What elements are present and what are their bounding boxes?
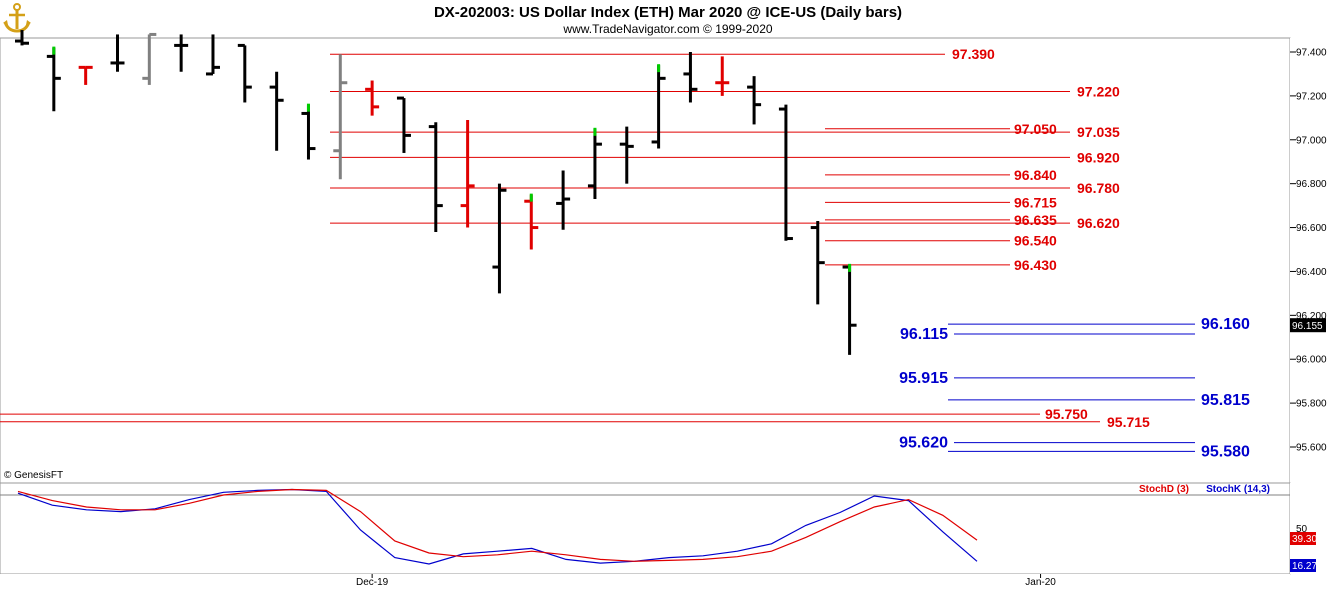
stochastic-lines xyxy=(17,488,978,565)
level-label: 96.920 xyxy=(1077,149,1120,165)
price-axis-ticks: 97.400 97.200 97.000 96.800 96.600 96.400 96.2… xyxy=(1290,48,1327,454)
ohlc-bar xyxy=(587,127,602,200)
title-bar xyxy=(0,0,1336,38)
level-label: 95.580 xyxy=(1201,443,1250,460)
ohlc-bar xyxy=(778,104,793,241)
time-axis[interactable] xyxy=(0,574,1290,591)
level-label: 95.715 xyxy=(1107,414,1150,430)
level-label: 97.035 xyxy=(1077,124,1120,140)
level-label: 95.620 xyxy=(899,435,948,452)
level-label: 97.050 xyxy=(1014,121,1057,137)
ohlc-bar xyxy=(619,126,634,184)
price-tick-label: 95.800 xyxy=(1296,399,1327,410)
chart-title: DX-202003: US Dollar Index (ETH) Mar 202… xyxy=(434,4,902,21)
price-tick-label: 96.800 xyxy=(1296,179,1327,190)
ohlc-bar xyxy=(142,32,157,85)
level-label: 96.840 xyxy=(1014,167,1057,183)
svg-text:16.27: 16.27 xyxy=(1292,561,1317,572)
ohlc-bars xyxy=(15,30,857,355)
ohlc-bar xyxy=(205,34,220,76)
ohlc-bar xyxy=(78,65,93,85)
stoch-axis[interactable] xyxy=(1290,483,1336,574)
price-tick-label: 96.400 xyxy=(1296,267,1327,278)
ohlc-bar xyxy=(174,34,189,72)
ohlc-bar xyxy=(810,220,825,305)
price-axis[interactable] xyxy=(1290,38,1336,483)
ohlc-bar xyxy=(46,46,61,112)
legend-stochk: StochK (14,3) xyxy=(1206,484,1270,495)
last-price-label: 96.155 xyxy=(1292,321,1323,332)
ohlc-bar xyxy=(237,43,252,103)
level-label: 96.115 xyxy=(900,326,948,343)
ohlc-bar xyxy=(651,64,666,149)
price-tick-label: 95.600 xyxy=(1296,443,1327,454)
ohlc-bar xyxy=(524,193,539,250)
price-tick-label: 96.600 xyxy=(1296,223,1327,234)
ohlc-bar xyxy=(747,76,762,125)
stochd-line xyxy=(17,488,978,562)
ohlc-bar xyxy=(492,183,507,294)
time-tick-label: Jan-20 xyxy=(1025,577,1056,588)
price-tick-label: 97.200 xyxy=(1296,91,1327,102)
ohlc-bar xyxy=(428,122,443,232)
ohlc-bar xyxy=(556,170,571,230)
anchor-logo-icon xyxy=(1,1,35,35)
ohlc-bar xyxy=(110,34,125,72)
price-tick-label: 96.200 xyxy=(1296,311,1327,322)
level-label: 95.815 xyxy=(1201,392,1250,409)
level-label: 95.915 xyxy=(899,370,948,387)
level-label: 97.220 xyxy=(1077,84,1120,100)
ohlc-bar xyxy=(301,103,316,160)
level-label: 96.430 xyxy=(1014,257,1057,273)
svg-text:39.30: 39.30 xyxy=(1292,534,1317,545)
price-tick-label: 97.000 xyxy=(1296,135,1327,146)
copyright-label: © GenesisFT xyxy=(4,470,63,481)
level-label: 95.750 xyxy=(1045,406,1088,422)
price-tick-label: 96.000 xyxy=(1296,355,1327,366)
stochk-line xyxy=(17,488,978,565)
last-price-tag: 96.155 xyxy=(1290,318,1326,333)
level-label: 96.160 xyxy=(1201,316,1250,333)
ohlc-bar xyxy=(460,120,475,228)
price-levels: 97.390 97.220 97.050 97.035 96.920 96.840 96.7… xyxy=(0,46,1250,460)
level-label: 96.780 xyxy=(1077,180,1120,196)
level-label: 96.620 xyxy=(1077,215,1120,231)
level-label: 97.390 xyxy=(952,46,995,62)
chart-subtitle: www.TradeNavigator.com © 1999-2020 xyxy=(562,22,772,36)
ohlc-bar xyxy=(715,56,730,96)
price-pane xyxy=(0,37,1291,484)
ohlc-bar xyxy=(683,52,698,103)
stochd-value-tag: 39.30 xyxy=(1290,532,1317,545)
level-label: 96.715 xyxy=(1014,194,1057,210)
level-label: 96.635 xyxy=(1014,212,1057,228)
price-tick-label: 97.400 xyxy=(1296,48,1327,59)
ohlc-bar xyxy=(842,263,857,355)
ohlc-bar xyxy=(365,80,380,116)
ohlc-bar xyxy=(269,71,284,151)
ohlc-bar xyxy=(396,96,411,153)
level-label: 96.540 xyxy=(1014,233,1057,249)
legend-stochd: StochD (3) xyxy=(1139,484,1189,495)
time-tick-label: Dec-19 xyxy=(356,577,389,588)
stoch-tick-50: 50 xyxy=(1296,524,1308,535)
ohlc-bar xyxy=(15,30,29,46)
stochk-value-tag: 16.27 xyxy=(1290,559,1317,572)
ohlc-bar xyxy=(333,54,348,180)
time-axis-labels: Dec-19 Jan-20 xyxy=(356,574,1056,588)
